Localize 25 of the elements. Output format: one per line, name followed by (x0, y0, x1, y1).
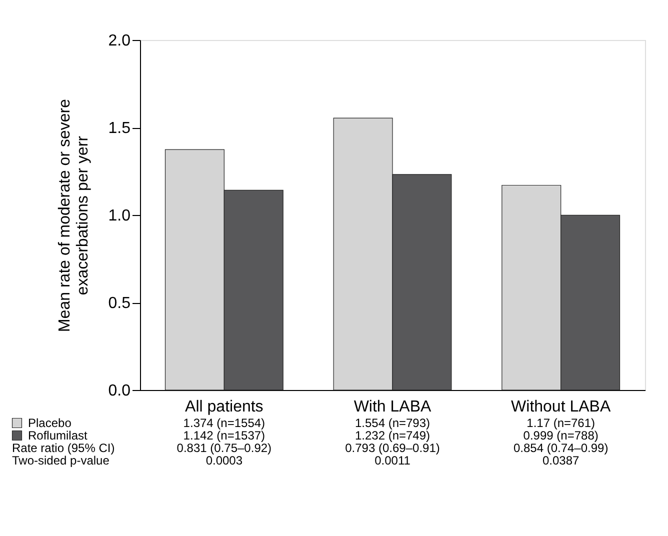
text: 0.854 (0.74–0.99) (513, 441, 608, 455)
data-label: 1.142 (n=1537) (183, 428, 266, 442)
text: 0.793 (0.69–0.91) (345, 441, 440, 455)
y-axis-title: Mean rate of moderate or severe exacerbations per yerr (56, 98, 92, 332)
x-tick-label: Without LABA (511, 398, 611, 416)
legend-label: Placebo (28, 416, 72, 430)
y-tick-label: 0.0 (108, 382, 131, 400)
text: 0.0011 (374, 454, 411, 468)
text: 0.0387 (542, 454, 580, 468)
data-label: 0.999 (n=788) (523, 428, 598, 442)
legend-label: Roflumilast (28, 428, 88, 442)
text: 0.831 (0.75–0.92) (176, 441, 272, 455)
data-label: 1.554 (n=793) (354, 416, 430, 430)
x-tick-label: All patients (185, 398, 264, 416)
text: 0.0003 (206, 454, 243, 468)
y-tick-label: 0.5 (108, 295, 131, 312)
data-label: 1.374 (n=1554) (183, 416, 266, 430)
y-tick-label: 2.0 (108, 32, 131, 50)
data-label: 1.17 (n=761) (526, 416, 596, 430)
y-tick-label: 1.5 (108, 120, 131, 137)
data-label: 1.232 (n=749) (354, 428, 430, 442)
text: Rate ratio (95% CI) (12, 441, 115, 455)
text: Two-sided p-value (12, 454, 110, 468)
x-tick-label: With LABA (354, 398, 432, 416)
y-tick-label: 1.0 (108, 208, 131, 224)
